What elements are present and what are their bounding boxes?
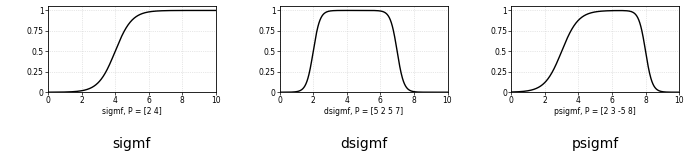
X-axis label: dsigmf, P = [5 2 5 7]: dsigmf, P = [5 2 5 7] — [324, 107, 403, 116]
Text: sigmf: sigmf — [113, 137, 151, 151]
Text: psigmf: psigmf — [571, 137, 619, 151]
X-axis label: sigmf, P = [2 4]: sigmf, P = [2 4] — [102, 107, 162, 116]
X-axis label: psigmf, P = [2 3 -5 8]: psigmf, P = [2 3 -5 8] — [554, 107, 636, 116]
Text: dsigmf: dsigmf — [340, 137, 387, 151]
